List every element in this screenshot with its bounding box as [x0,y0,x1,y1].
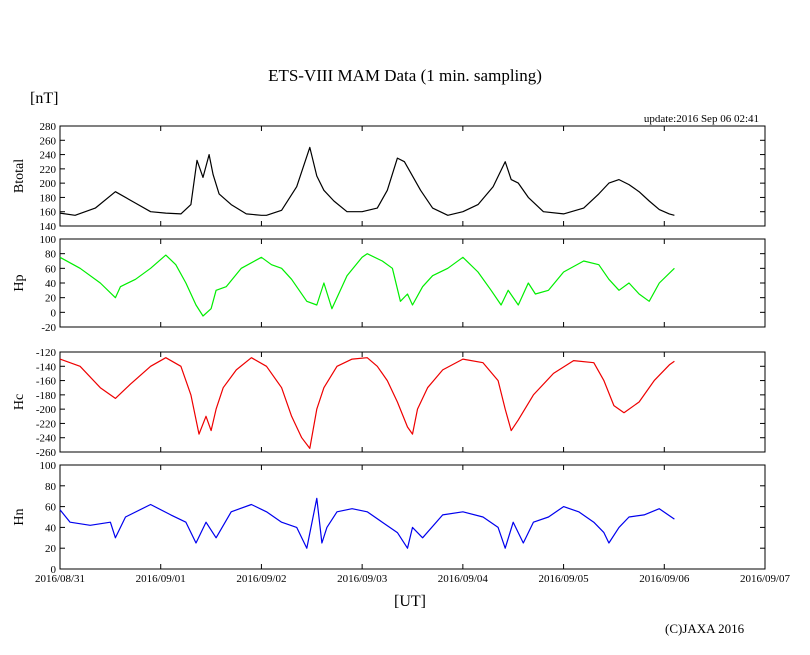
update-timestamp: update:2016 Sep 06 02:41 [643,113,759,125]
btotal-series-line [59,146,675,216]
copyright-notice: (C)JAXA 2016 [665,621,745,636]
y-tick-label: -20 [41,322,56,334]
y-tick-label: 60 [45,263,57,275]
y-tick-label: 140 [40,221,57,233]
unit-label: [nT] [30,90,59,107]
x-tick-label: 2016/09/04 [438,573,489,585]
y-tick-label: -180 [36,390,57,402]
y-tick-label: 100 [40,460,57,472]
y-tick-label: -120 [36,347,57,359]
y-tick-label: 100 [40,234,57,246]
y-tick-label: 160 [40,207,57,219]
x-tick-label: 2016/09/07 [740,573,791,585]
y-tick-label: -200 [36,404,57,416]
hc-series-line [59,357,675,449]
hn-plot-frame [59,464,766,570]
y-tick-label: 80 [45,481,57,493]
hn-series-line [59,497,675,549]
y-tick-label: -240 [36,433,57,445]
y-tick-label: 200 [40,178,57,190]
y-tick-label: 40 [45,522,57,534]
y-tick-label: 80 [45,249,57,261]
y-tick-label: 20 [45,293,57,305]
btotal-plot-frame [59,125,766,227]
y-tick-label: -260 [36,447,57,459]
x-tick-label: 2016/08/31 [35,573,85,585]
x-tick-label: 2016/09/01 [136,573,186,585]
y-tick-label: 0 [51,564,57,576]
x-tick-label: 2016/09/05 [539,573,590,585]
y-tick-label: -140 [36,361,57,373]
y-tick-label: 40 [45,278,57,290]
y-tick-label: 220 [40,164,57,176]
y-tick-label: 0 [51,307,57,319]
y-tick-label: 60 [45,502,57,514]
y-tick-label: -220 [36,418,57,430]
y-tick-label: 180 [40,192,57,204]
hn-axis-label: Hn [12,508,27,525]
hp-series-line [59,253,675,317]
y-tick-label: -160 [36,376,57,388]
x-tick-label: 2016/09/03 [337,573,388,585]
btotal-axis-label: Btotal [12,159,27,193]
chart-title: ETS-VIII MAM Data (1 min. sampling) [268,66,542,85]
x-axis-unit-label: [UT] [394,593,426,610]
hc-axis-label: Hc [12,394,27,410]
x-tick-label: 2016/09/02 [236,573,286,585]
hc-plot-frame [59,351,766,453]
y-tick-label: 280 [40,121,57,133]
y-tick-label: 260 [40,135,57,147]
y-tick-label: 20 [45,543,57,555]
x-tick-label: 2016/09/06 [639,573,690,585]
hp-axis-label: Hp [12,274,27,291]
y-tick-label: 240 [40,150,57,162]
